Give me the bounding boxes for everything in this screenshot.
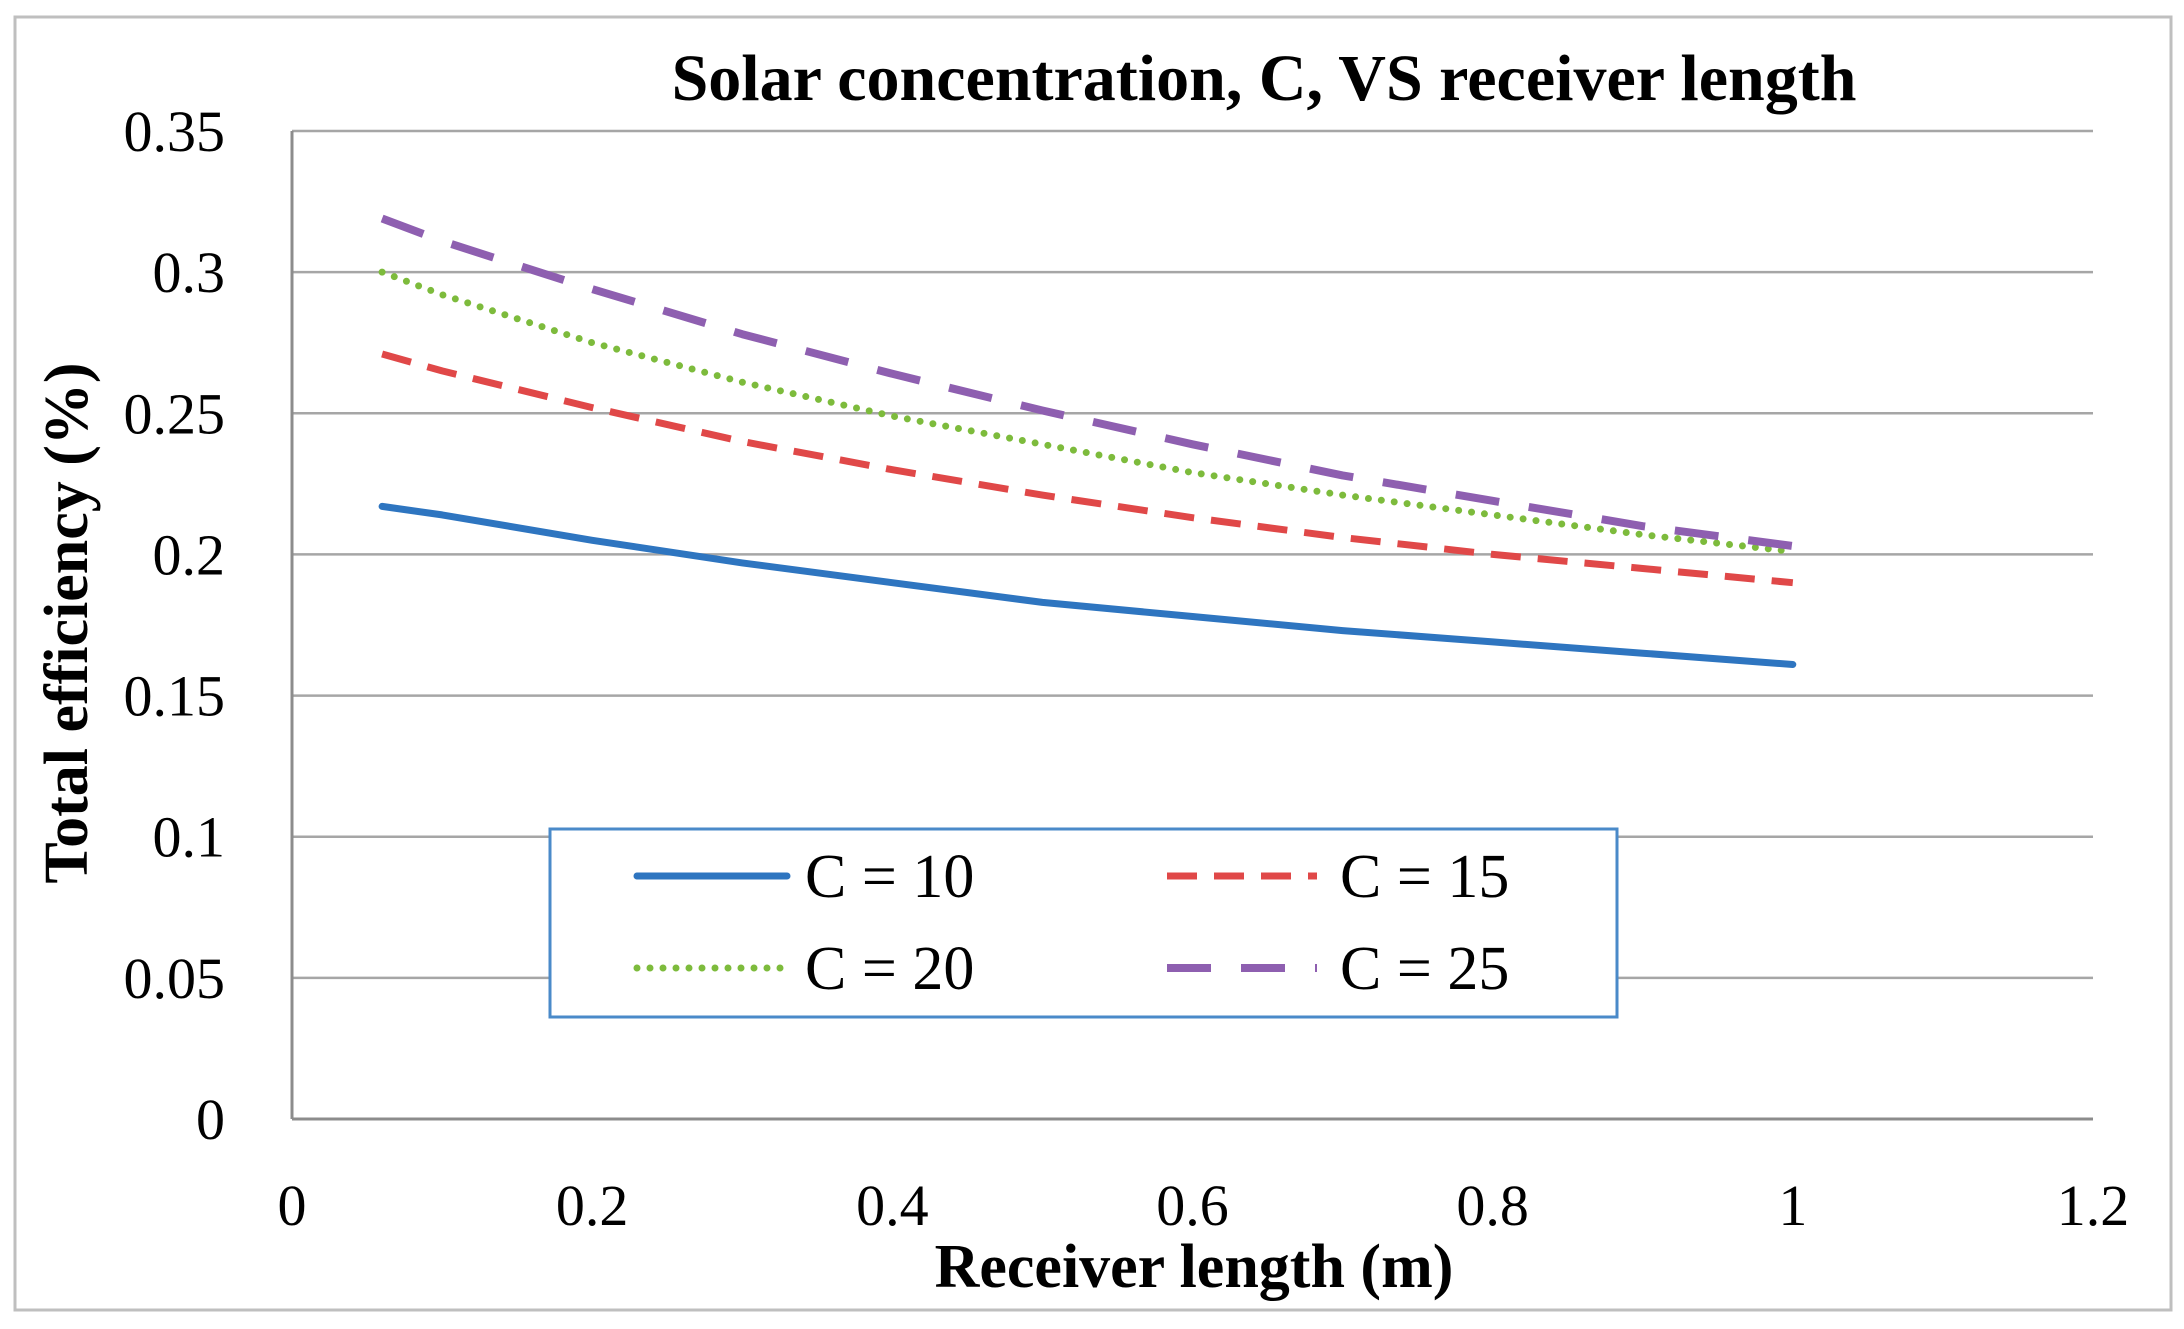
x-tick-labels: 0 0.2 0.4 0.6 0.8 1 1.2 [278, 1173, 2130, 1238]
x-axis-label: Receiver length (m) [935, 1233, 1454, 1301]
legend-label: C = 20 [805, 935, 974, 1003]
series-line-3 [378, 268, 1797, 556]
legend-items: C = 10 C = 15 C = 20 C = 25 [633, 843, 1509, 1003]
y-axis-label: Total efficiency (%) [33, 362, 101, 883]
legend: C = 10 C = 15 C = 20 C = 25 [548, 827, 1619, 1019]
x-tick-label: 0.2 [556, 1173, 629, 1238]
x-tick-label: 1.2 [2057, 1173, 2130, 1238]
y-tick-label: 0.25 [124, 381, 226, 446]
x-tick-label: 0.8 [1456, 1173, 1529, 1238]
y-tick-label: 0.35 [124, 99, 226, 164]
legend-label: C = 25 [1340, 935, 1509, 1003]
series-line-4 [380, 214, 1794, 550]
y-tick-label: 0.15 [124, 664, 226, 729]
legend-label: C = 15 [1340, 843, 1509, 911]
y-tick-label: 0.2 [153, 522, 226, 587]
series-line-2 [381, 350, 1794, 587]
y-tick-label: 0.3 [153, 240, 226, 305]
series-lines [378, 214, 1797, 668]
y-tick-labels: 0 0.05 0.1 0.15 0.2 0.25 0.3 0.35 [124, 99, 226, 1152]
y-tick-label: 0.1 [153, 805, 226, 870]
legend-box [548, 827, 1619, 1019]
chart-frame [13, 15, 2173, 1312]
x-tick-label: 0.4 [856, 1173, 929, 1238]
y-tick-label: 0.05 [124, 946, 226, 1011]
chart-title: Solar concentration, C, VS receiver leng… [672, 42, 1857, 115]
legend-label: C = 10 [805, 843, 974, 911]
series-line-1 [378, 502, 1797, 668]
y-tick-label: 0 [196, 1087, 225, 1152]
x-tick-label: 1 [1778, 1173, 1807, 1238]
x-tick-label: 0.6 [1156, 1173, 1229, 1238]
x-tick-label: 0 [278, 1173, 307, 1238]
